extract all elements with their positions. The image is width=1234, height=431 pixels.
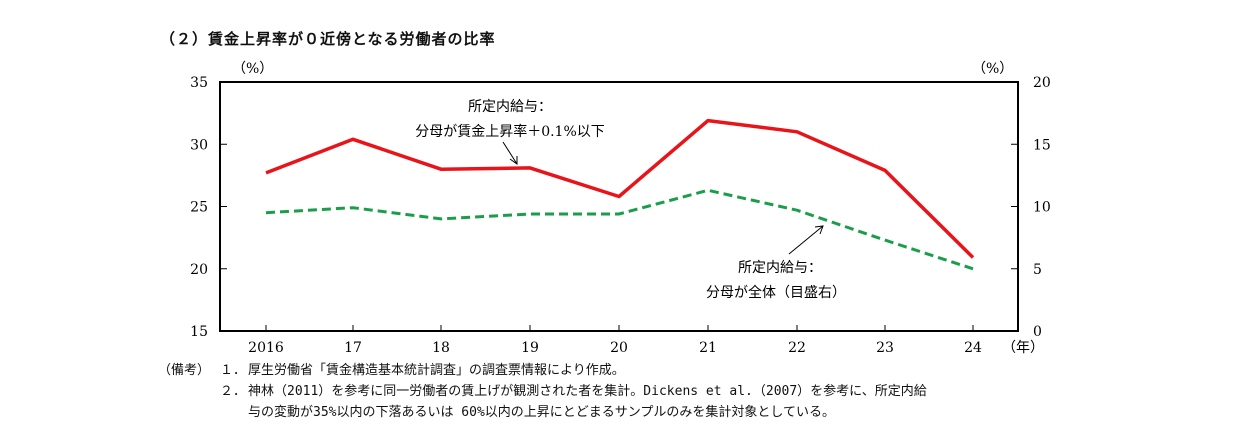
annotation-2-line-2: 分母が全体（目盛右）	[706, 284, 846, 301]
x-axis-unit: （年）	[1002, 340, 1044, 356]
x-tick-label: 20	[610, 340, 628, 356]
note-text: 神林（2011）を参考に同一労働者の賃上げが観測された者を集計。Dickens …	[248, 384, 927, 399]
x-tick-label: 23	[876, 340, 894, 356]
right-tick-label: 5	[1033, 262, 1042, 278]
note-number: １．	[220, 363, 247, 378]
x-tick-label: 18	[432, 340, 450, 356]
x-tick-label: 24	[964, 340, 982, 356]
series-line-scheduled-pay-denominator-near-zero	[265, 118, 975, 259]
chart-title: （２）賃金上昇率が０近傍となる労働者の比率	[160, 30, 496, 48]
left-tick-label: 20	[190, 262, 208, 278]
annotation-1-line-2: 分母が賃金上昇率＋0.1%以下	[415, 123, 605, 140]
right-axis-unit: （%）	[972, 61, 1013, 77]
left-tick-label: 35	[190, 75, 208, 91]
left-axis-unit: （%）	[232, 61, 273, 77]
plot-frame	[219, 81, 1019, 332]
left-tick-label: 15	[190, 324, 208, 340]
right-tick-label: 20	[1033, 75, 1051, 91]
x-tick-label: 17	[344, 340, 362, 356]
notes-head: （備考）	[158, 363, 211, 378]
annotation-2-arrowhead	[814, 225, 824, 235]
x-tick-label: 21	[699, 340, 717, 356]
annotation-2-line-1: 所定内給与：	[738, 260, 822, 276]
series-layer	[265, 118, 975, 271]
x-tick-label: 22	[788, 340, 806, 356]
annotation-1-line-1: 所定内給与：	[468, 99, 552, 115]
x-tick-label: 2016	[248, 340, 284, 356]
left-tick-label: 30	[190, 137, 208, 153]
left-tick-label: 25	[190, 200, 208, 216]
right-tick-label: 0	[1033, 324, 1042, 340]
note-text: 与の変動が35%以内の下落あるいは 60%以内の上昇にとどまるサンプルのみを集計…	[248, 405, 836, 420]
right-tick-label: 10	[1033, 200, 1051, 216]
annotation-2-arrow	[788, 225, 824, 255]
annotation-1-arrow	[502, 141, 518, 165]
right-tick-label: 15	[1033, 137, 1051, 153]
axes-layer: 35 30 25 20 15 20 15 10 5 0 （%） （%） 2016 17 18 19 20 21 22…	[190, 61, 1051, 356]
note-number: ２．	[220, 384, 247, 399]
note-text: 厚生労働省「賃金構造基本統計調査」の調査票情報により作成。	[248, 363, 625, 378]
line-chart: 35 30 25 20 15 20 15 10 5 0 （%） （%） 2016 17 18 19 20 21 22…	[190, 61, 1051, 356]
series-line-scheduled-pay-denominator-all	[265, 188, 974, 271]
x-tick-label: 19	[521, 340, 539, 356]
annotation-1-arrowhead	[509, 156, 518, 165]
